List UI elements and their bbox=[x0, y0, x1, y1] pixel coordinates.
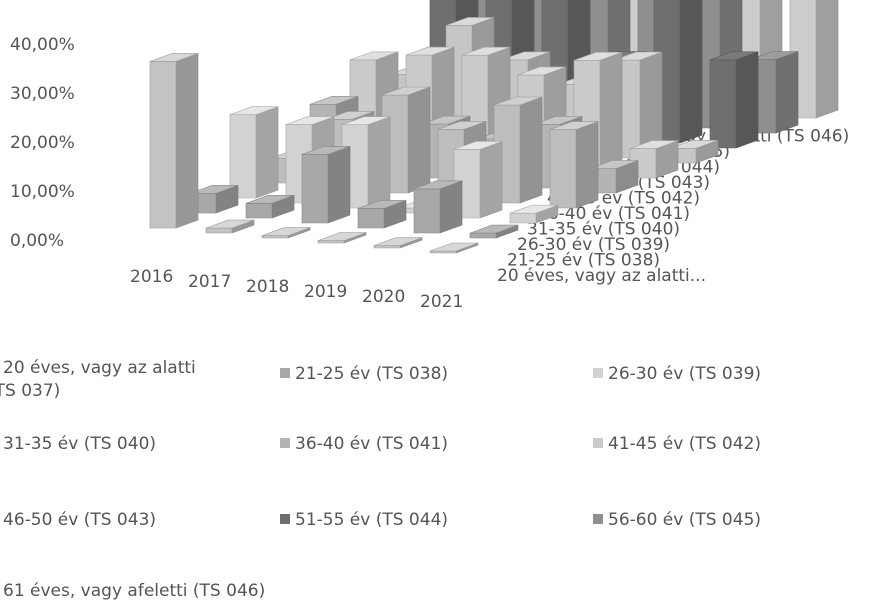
legend-label: 20 éves, vagy az alatti (TS 037) bbox=[0, 358, 196, 401]
bar bbox=[509, 204, 559, 224]
legend-swatch bbox=[593, 438, 603, 448]
depth-tick-label: 26-30 év (TS 039) bbox=[517, 235, 670, 255]
legend-item: 61 éves, vagy afeletti (TS 046) bbox=[0, 580, 265, 603]
legend-swatch bbox=[280, 514, 290, 524]
legend-swatch bbox=[593, 514, 603, 524]
legend-label: 61 éves, vagy afeletti (TS 046) bbox=[3, 581, 266, 601]
legend-label: 46-50 év (TS 043) bbox=[3, 510, 157, 530]
legend-item: 51-55 év (TS 044) bbox=[280, 509, 448, 532]
bar bbox=[261, 227, 311, 239]
depth-tick-label: 21-25 év (TS 038) bbox=[507, 251, 660, 271]
legend-label: 21-25 év (TS 038) bbox=[295, 364, 449, 384]
depth-tick-label: 20 éves, vagy az alatti... bbox=[497, 266, 706, 286]
bar bbox=[549, 121, 599, 209]
depth-tick-label: 31-35 év (TS 040) bbox=[527, 220, 680, 240]
legend-item: 56-60 év (TS 045) bbox=[593, 509, 761, 532]
legend-item: 21-25 év (TS 038) bbox=[280, 363, 448, 386]
y-tick-label: 0,00% bbox=[10, 231, 64, 251]
bar bbox=[373, 237, 423, 249]
x-tick-label: 2017 bbox=[188, 272, 231, 292]
bar bbox=[229, 106, 279, 199]
bar bbox=[205, 219, 255, 234]
legend-label: 26-30 év (TS 039) bbox=[608, 364, 762, 384]
bar bbox=[317, 232, 367, 244]
legend-item: 31-35 év (TS 040) bbox=[0, 433, 156, 456]
chart-3d-columns: 0,00% 10,00% 20,00% 30,00% 40,00% 2016 2017 201… bbox=[10, 0, 849, 312]
bar bbox=[149, 52, 199, 229]
legend-label: 56-60 év (TS 045) bbox=[608, 510, 762, 530]
bar bbox=[469, 224, 519, 239]
bar bbox=[709, 51, 759, 149]
legend-label: 41-45 év (TS 042) bbox=[608, 434, 762, 454]
x-tick-label: 2021 bbox=[420, 292, 463, 312]
legend-item: 46-50 év (TS 043) bbox=[0, 509, 156, 532]
y-tick-label: 30,00% bbox=[10, 84, 75, 104]
y-tick-label: 10,00% bbox=[10, 182, 75, 202]
legend-label: 51-55 év (TS 044) bbox=[295, 510, 449, 530]
y-tick-label: 20,00% bbox=[10, 133, 75, 153]
x-tick-label: 2018 bbox=[246, 277, 289, 297]
x-tick-label: 2016 bbox=[130, 267, 173, 287]
legend-item: 26-30 év (TS 039) bbox=[593, 363, 761, 386]
bar bbox=[357, 199, 407, 229]
legend-label: 31-35 év (TS 040) bbox=[3, 434, 157, 454]
legend-item: 36-40 év (TS 041) bbox=[280, 433, 448, 456]
bar bbox=[429, 242, 479, 254]
legend-swatch bbox=[280, 368, 290, 378]
y-tick-label: 40,00% bbox=[10, 35, 75, 55]
bar bbox=[245, 194, 295, 219]
legend-item: 20 éves, vagy az alatti (TS 037) bbox=[0, 357, 198, 403]
legend-swatch bbox=[280, 438, 290, 448]
depth-tick-label: 36-40 év (TS 041) bbox=[537, 204, 690, 224]
bar bbox=[413, 180, 463, 234]
legend-item: 41-45 év (TS 042) bbox=[593, 433, 761, 456]
legend-swatch bbox=[593, 368, 603, 378]
x-tick-label: 2020 bbox=[362, 287, 405, 307]
bar bbox=[301, 145, 351, 224]
legend-label: 36-40 év (TS 041) bbox=[295, 434, 449, 454]
x-tick-label: 2019 bbox=[304, 282, 347, 302]
